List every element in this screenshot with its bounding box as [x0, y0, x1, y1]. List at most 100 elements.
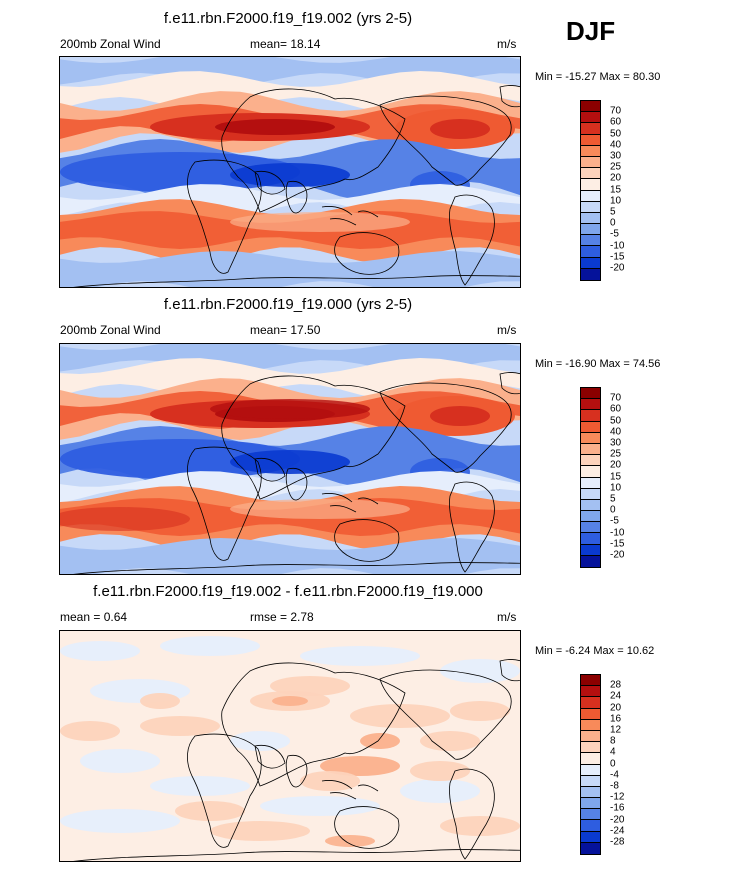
colorbar-box	[581, 697, 600, 709]
colorbar-label: 25	[610, 161, 622, 173]
colorbar-box	[581, 675, 600, 687]
panel-3-map	[59, 630, 521, 862]
colorbar-label: 15	[610, 471, 622, 483]
colorbar-label: 70	[610, 392, 622, 404]
colorbar-label: 0	[610, 758, 616, 770]
colorbar-box	[581, 224, 600, 236]
colorbar-label: 60	[610, 403, 622, 415]
panel-2-map	[59, 343, 521, 575]
colorbar-label: 0	[610, 504, 616, 516]
colorbar-label: 20	[610, 172, 622, 184]
colorbar-label: 12	[610, 724, 622, 736]
colorbar-box	[581, 145, 600, 157]
colorbar-box	[581, 112, 600, 124]
panel-2-title: f.e11.rbn.F2000.f19_f19.000 (yrs 2-5)	[163, 296, 413, 313]
colorbar-box	[581, 399, 600, 411]
colorbar-label: -5	[610, 228, 619, 240]
colorbar-label: 16	[610, 713, 622, 725]
panel-2-variable-label: 200mb Zonal Wind	[60, 323, 161, 337]
colorbar-label: -10	[610, 527, 625, 539]
colorbar-box	[581, 488, 600, 500]
colorbar-label: -24	[610, 825, 625, 837]
colorbar-box	[581, 257, 600, 269]
panel-1-minmax: Min = -15.27 Max = 80.30	[535, 71, 661, 83]
colorbar-box	[581, 421, 600, 433]
colorbar-box	[581, 268, 600, 280]
panel-3-minmax: Min = -6.24 Max = 10.62	[535, 645, 655, 657]
colorbar-box	[581, 123, 600, 135]
colorbar-box	[581, 235, 600, 247]
colorbar-label: 8	[610, 735, 616, 747]
colorbar-box	[581, 443, 600, 456]
panel-3-mean-label: mean = 0.64	[60, 610, 128, 624]
colorbar-box	[581, 753, 600, 765]
colorbar-box	[581, 477, 600, 489]
colorbar-box	[581, 499, 600, 512]
colorbar-label: 25	[610, 448, 622, 460]
panel-1-colorbar	[580, 100, 601, 282]
colorbar-label: 24	[610, 690, 622, 702]
colorbar-box	[581, 388, 600, 400]
panel-1-mean-label: mean= 18.14	[250, 37, 321, 51]
colorbar-label: -16	[610, 802, 625, 814]
colorbar-box	[581, 719, 600, 731]
panel-2-minmax: Min = -16.90 Max = 74.56	[535, 358, 661, 370]
colorbar-label: 4	[610, 746, 616, 758]
panel-3-colorbar	[580, 674, 601, 856]
colorbar-label: -5	[610, 515, 619, 527]
colorbar-label: -20	[610, 814, 625, 826]
colorbar-label: 60	[610, 116, 622, 128]
colorbar-box	[581, 533, 600, 545]
colorbar-box	[581, 466, 600, 478]
panel-2-colorbar	[580, 387, 601, 569]
colorbar-box	[581, 190, 600, 202]
colorbar-box	[581, 555, 600, 567]
colorbar-label: 10	[610, 482, 622, 494]
colorbar-box	[581, 775, 600, 787]
panel-2-units: m/s	[497, 323, 517, 337]
season-label: DJF	[566, 16, 616, 46]
colorbar-box	[581, 511, 600, 523]
colorbar-label: 40	[610, 426, 622, 438]
colorbar-label: -28	[610, 836, 625, 848]
panel-1-variable-label: 200mb Zonal Wind	[60, 37, 161, 51]
panel-3-units: m/s	[497, 610, 517, 624]
colorbar-label: 30	[610, 437, 622, 449]
colorbar-box	[581, 820, 600, 832]
colorbar-box	[581, 432, 600, 444]
colorbar-label: -10	[610, 240, 625, 252]
colorbar-label: 5	[610, 206, 616, 218]
colorbar-label: -12	[610, 791, 625, 803]
colorbar-box	[581, 730, 600, 743]
colorbar-box	[581, 522, 600, 534]
colorbar-box	[581, 842, 600, 854]
colorbar-label: 20	[610, 459, 622, 471]
colorbar-box	[581, 831, 600, 843]
colorbar-box	[581, 134, 600, 146]
colorbar-box	[581, 809, 600, 821]
colorbar-label: -15	[610, 538, 625, 550]
colorbar-box	[581, 798, 600, 810]
colorbar-box	[581, 742, 600, 754]
colorbar-box	[581, 168, 600, 180]
colorbar-box	[581, 455, 600, 467]
colorbar-label: -15	[610, 251, 625, 263]
colorbar-label: 0	[610, 217, 616, 229]
colorbar-box	[581, 544, 600, 556]
colorbar-label: 15	[610, 184, 622, 196]
colorbar-label: 70	[610, 105, 622, 117]
colorbar-label: -20	[610, 262, 625, 274]
colorbar-box	[581, 686, 600, 698]
panel-3-title: f.e11.rbn.F2000.f19_f19.002 - f.e11.rbn.…	[93, 583, 483, 600]
colorbar-label: 50	[610, 128, 622, 140]
colorbar-label: 28	[610, 679, 622, 691]
panel-1-title: f.e11.rbn.F2000.f19_f19.002 (yrs 2-5)	[163, 10, 413, 27]
colorbar-box	[581, 764, 600, 776]
colorbar-label: 40	[610, 139, 622, 151]
colorbar-box	[581, 246, 600, 258]
colorbar-box	[581, 786, 600, 799]
colorbar-box	[581, 212, 600, 225]
colorbar-label: 10	[610, 195, 622, 207]
colorbar-box	[581, 708, 600, 720]
colorbar-label: 20	[610, 702, 622, 714]
